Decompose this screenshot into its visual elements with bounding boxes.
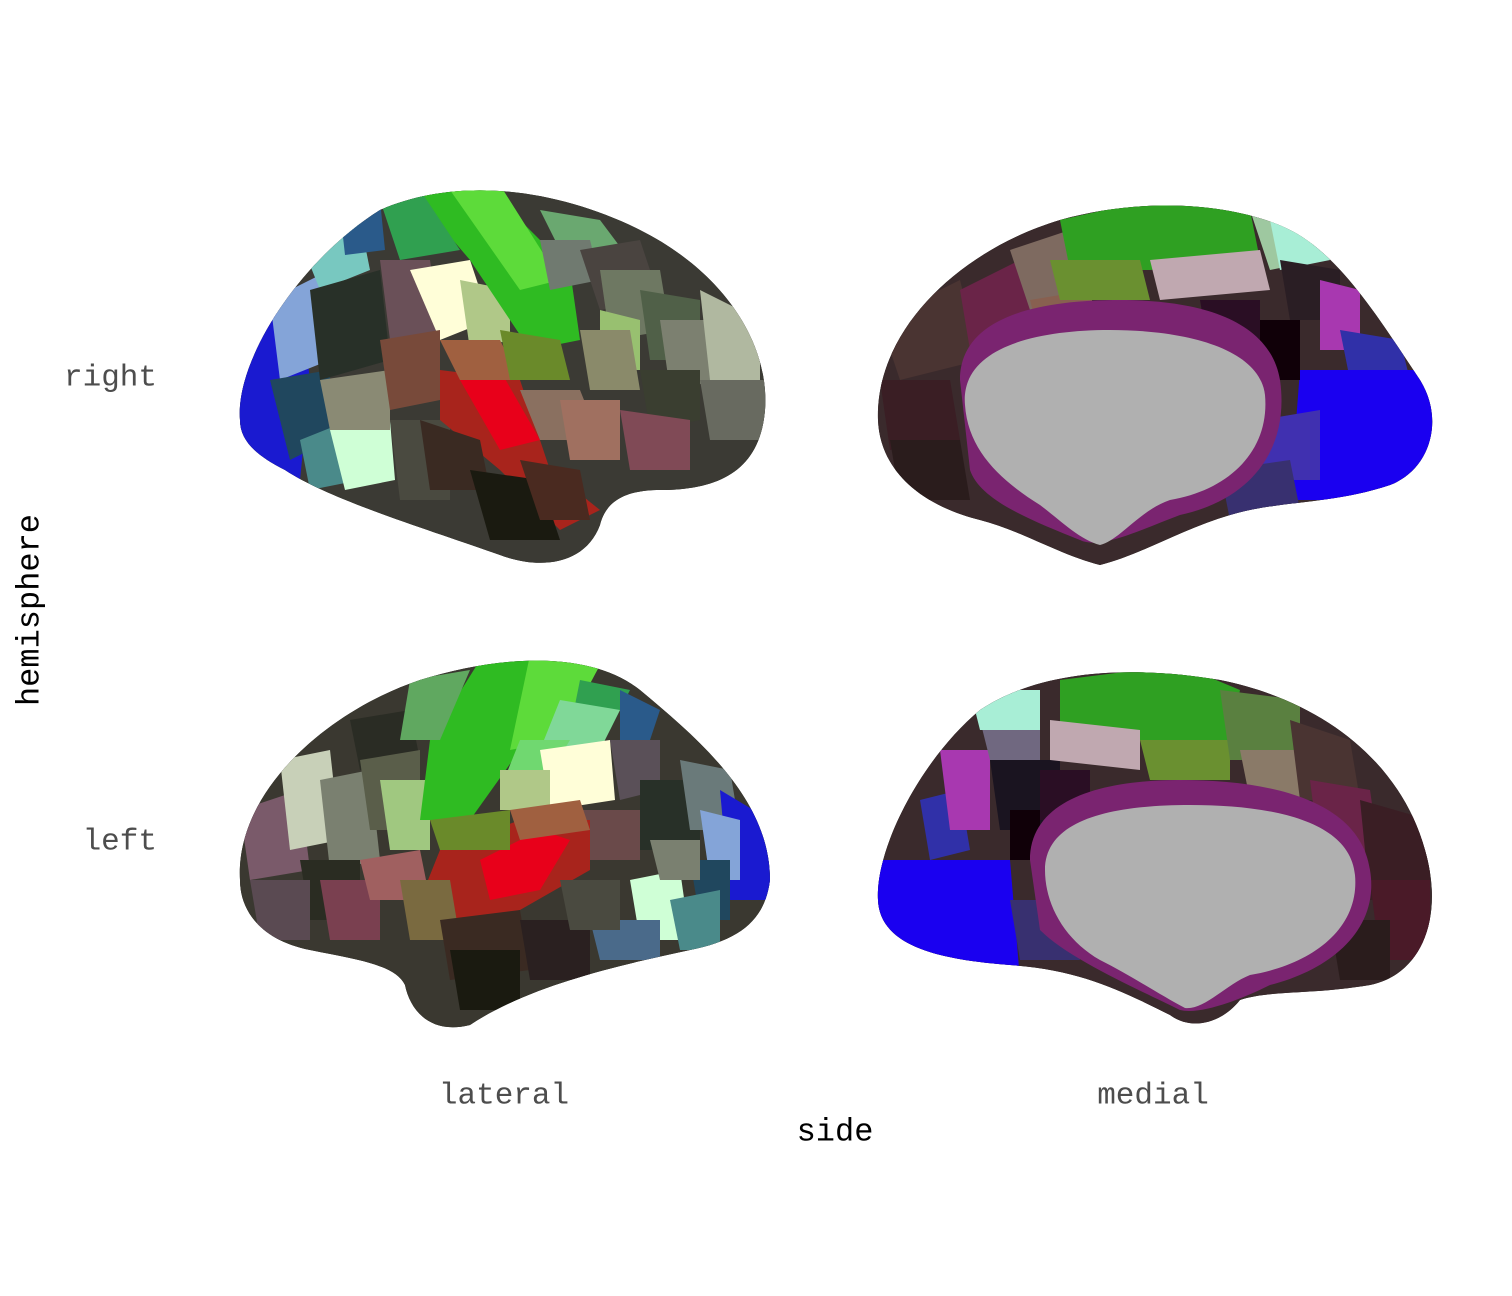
medial-wall	[1045, 805, 1356, 1009]
motor-strip	[420, 660, 550, 820]
parietal-region	[540, 740, 615, 810]
brain-right-lateral	[239, 190, 766, 563]
paracentral-region	[1060, 672, 1240, 740]
brain-right-medial	[877, 205, 1433, 565]
parietal-region	[310, 270, 390, 380]
brain-left-medial	[877, 672, 1432, 1024]
column-label-medial: medial	[1097, 1078, 1209, 1114]
medial-wall	[964, 330, 1266, 545]
brain-left-lateral	[239, 660, 771, 1028]
visual-region	[877, 860, 1020, 980]
motor-strip	[410, 190, 580, 350]
x-axis-title: side	[796, 1113, 874, 1151]
column-label-lateral: lateral	[438, 1078, 570, 1114]
row-label-right: right	[63, 360, 157, 396]
paracentral-region	[1060, 205, 1260, 270]
visual-region	[1290, 370, 1433, 500]
y-axis-title: hemisphere	[11, 513, 49, 707]
row-label-left: left	[82, 824, 157, 860]
